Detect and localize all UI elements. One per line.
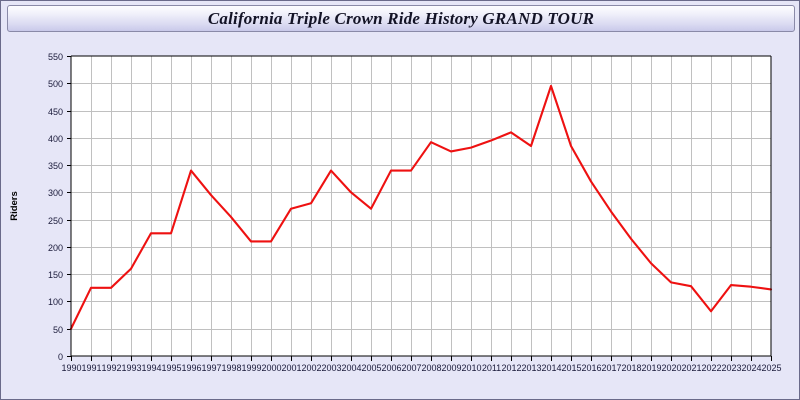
x-tick-label: 1998 (221, 363, 241, 373)
x-tick-label: 2001 (281, 363, 301, 373)
x-axis-ticks: 1990 1991 1992 1993 1994 1995 1996 1997 1998 1999… (61, 356, 782, 373)
x-tick-label: 1997 (201, 363, 221, 373)
x-tick-label: 2022 (701, 363, 721, 373)
plot-background (71, 56, 771, 356)
x-tick-label: 1994 (141, 363, 161, 373)
plot-area: 0 50 100 150 200 250 300 350 400 450 500 550 1990 19… (1, 34, 800, 400)
y-tick-label: 50 (53, 325, 63, 335)
y-axis-label: Riders (9, 191, 20, 221)
x-tick-label: 2019 (641, 363, 661, 373)
y-tick-label: 550 (48, 52, 63, 62)
x-tick-label: 2025 (761, 363, 781, 373)
x-tick-label: 1993 (121, 363, 141, 373)
y-tick-label: 100 (48, 297, 63, 307)
x-tick-label: 2003 (321, 363, 341, 373)
x-tick-label: 2006 (381, 363, 401, 373)
x-tick-label: 2007 (401, 363, 421, 373)
x-tick-label: 2012 (501, 363, 521, 373)
x-tick-label: 2016 (581, 363, 601, 373)
x-tick-label: 2014 (541, 363, 561, 373)
x-tick-label: 2020 (661, 363, 681, 373)
x-tick-label: 2005 (361, 363, 381, 373)
page-title: California Triple Crown Ride History GRA… (207, 8, 595, 28)
y-tick-label: 350 (48, 161, 63, 171)
y-tick-label: 200 (48, 243, 63, 253)
x-tick-label: 1996 (181, 363, 201, 373)
x-tick-label: 1990 (61, 363, 81, 373)
x-tick-label: 2000 (261, 363, 281, 373)
x-tick-label: 1992 (101, 363, 121, 373)
y-tick-label: 300 (48, 188, 63, 198)
x-tick-label: 2013 (521, 363, 541, 373)
chart-title-bar: California Triple Crown Ride History GRA… (7, 5, 795, 32)
x-tick-label: 2011 (482, 363, 501, 373)
y-tick-label: 500 (48, 79, 63, 89)
x-tick-label: 2009 (441, 363, 461, 373)
x-tick-label: 1995 (161, 363, 181, 373)
y-tick-label: 150 (48, 270, 63, 280)
x-tick-label: 2008 (421, 363, 441, 373)
x-tick-label: 2023 (721, 363, 741, 373)
x-tick-label: 2010 (461, 363, 481, 373)
x-tick-label: 2004 (341, 363, 361, 373)
x-tick-label: 1991 (81, 363, 101, 373)
y-tick-label: 250 (48, 216, 63, 226)
y-axis-ticks: 0 50 100 150 200 250 300 350 400 450 500 550 (48, 52, 71, 362)
x-tick-label: 2018 (621, 363, 641, 373)
y-tick-label: 450 (48, 107, 63, 117)
y-tick-label: 0 (58, 352, 63, 362)
x-tick-label: 2024 (741, 363, 761, 373)
x-tick-label: 2021 (681, 363, 701, 373)
x-tick-label: 1999 (241, 363, 261, 373)
x-tick-label: 2017 (601, 363, 621, 373)
x-tick-label: 2015 (561, 363, 581, 373)
y-tick-label: 400 (48, 134, 63, 144)
x-tick-label: 2002 (301, 363, 321, 373)
riders-line-series (69, 84, 773, 330)
